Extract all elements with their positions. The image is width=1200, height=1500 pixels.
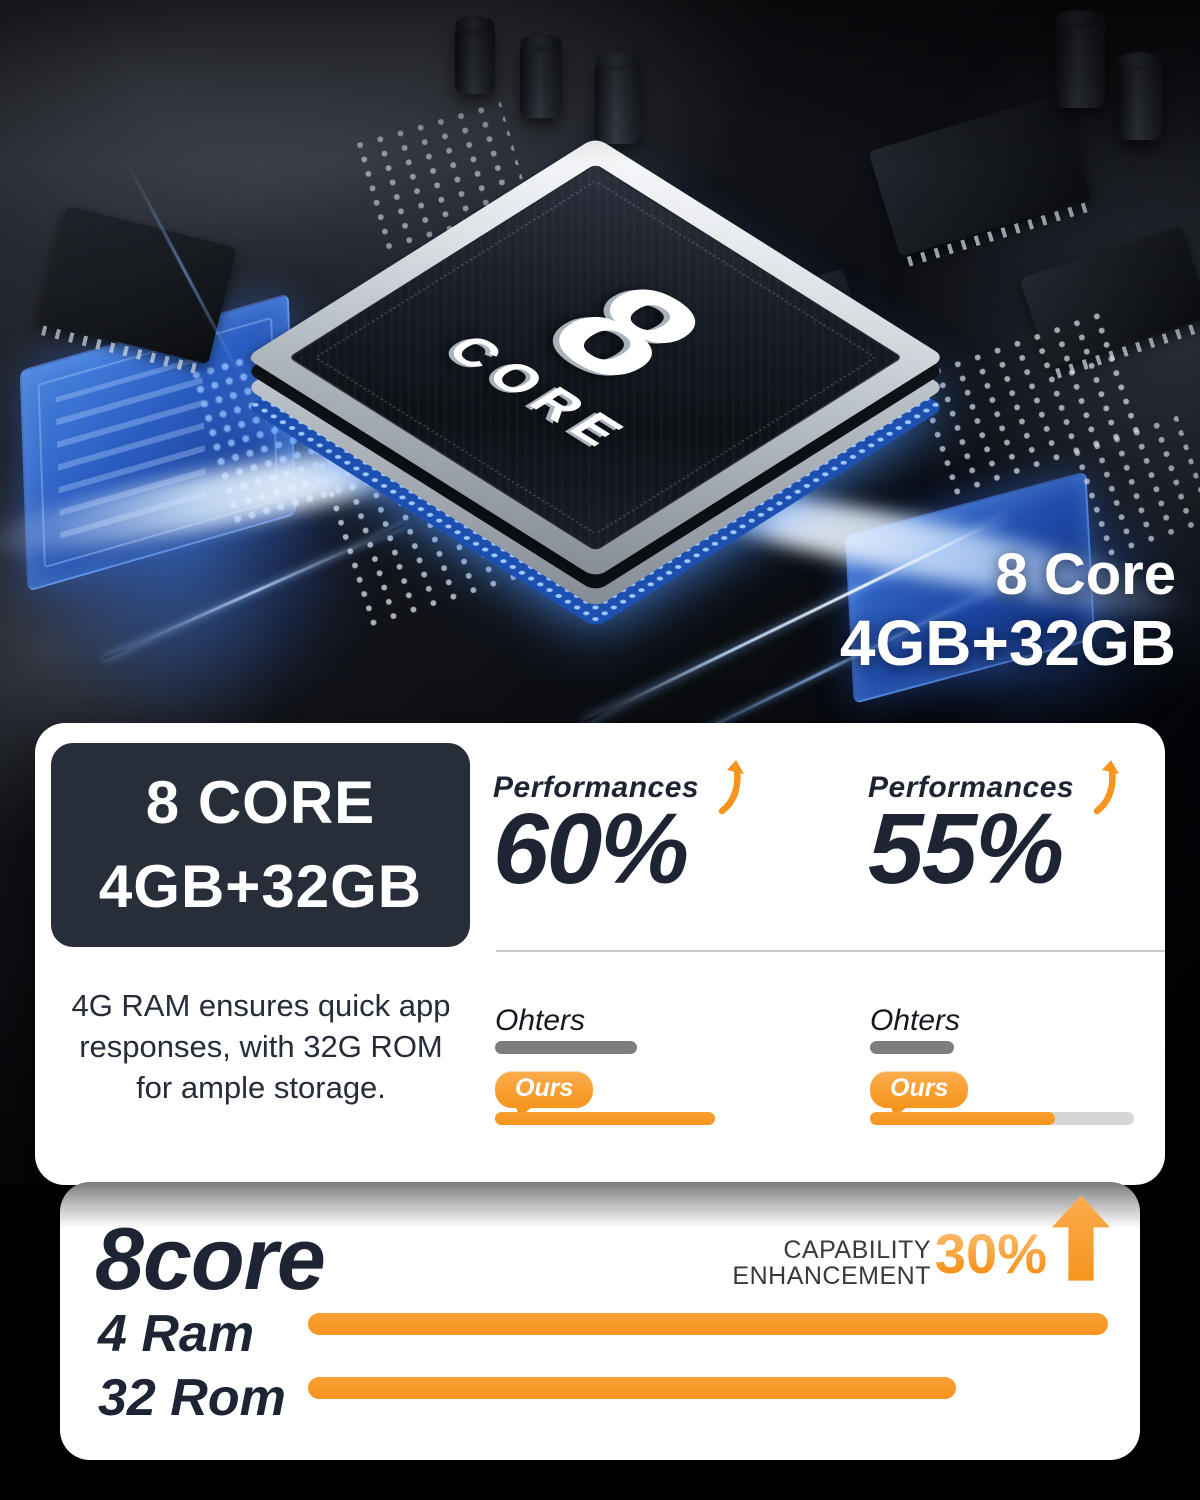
- capability-up-arrow-icon: [1051, 1195, 1111, 1281]
- capacitor-decoration: [520, 34, 562, 118]
- ours-bar-track: [870, 1112, 1134, 1125]
- performance-value: 60%: [493, 793, 689, 905]
- up-swoosh-arrow-icon: [718, 760, 745, 815]
- ours-badge: Ours: [870, 1071, 969, 1108]
- hero-caption-line2: 4GB+32GB: [839, 606, 1176, 679]
- spec-card: 8 CORE 4GB+32GB 4G RAM ensures quick app…: [35, 723, 1165, 1185]
- ours-bar-track: [495, 1112, 715, 1125]
- hero-caption: 8 Core 4GB+32GB: [839, 542, 1176, 679]
- performances-label: Performances: [868, 771, 1075, 804]
- capability-value: 30%: [934, 1222, 1047, 1285]
- capacitor-decoration: [455, 16, 495, 94]
- spec-description: 4G RAM ensures quick app responses, with…: [71, 988, 451, 1106]
- performance-column-1: Performances 60% Ohters Ours: [493, 723, 843, 1185]
- others-bar: [870, 1041, 954, 1054]
- ours-badge: Ours: [495, 1071, 594, 1108]
- hero-caption-line1: 8 Core: [995, 542, 1176, 607]
- divider: [496, 950, 1165, 952]
- performance-header: Performances: [493, 759, 745, 815]
- performance-value: 55%: [868, 793, 1064, 905]
- capacitor-decoration: [1118, 52, 1162, 140]
- rom-bar: [308, 1377, 956, 1399]
- capability-card: 8core 4 Ram 32 Rom CAPABILITY ENHANCEMEN…: [60, 1182, 1140, 1460]
- capacitor-decoration: [1055, 10, 1105, 108]
- others-label: Ohters: [495, 1004, 586, 1037]
- ours-bar: [495, 1112, 715, 1125]
- chip-package-decoration: [38, 205, 237, 365]
- performances-label: Performances: [493, 771, 700, 804]
- others-bar: [495, 1041, 637, 1054]
- up-swoosh-arrow-icon: [1093, 760, 1120, 815]
- rom-row-label: 32 Rom: [98, 1369, 286, 1427]
- ram-bar: [308, 1313, 1108, 1335]
- capacitor-decoration: [595, 52, 641, 144]
- performance-column-2: Performances 55% Ohters Ours: [868, 723, 1148, 1185]
- spec-badge: 8 CORE 4GB+32GB: [51, 743, 470, 947]
- ours-bar: [870, 1112, 1055, 1125]
- ram-row-label: 4 Ram: [98, 1305, 255, 1363]
- chip-package-decoration: [868, 93, 1092, 257]
- others-label: Ohters: [870, 1004, 961, 1037]
- capability-enhancement-label: CAPABILITY ENHANCEMENT: [732, 1236, 931, 1290]
- performance-header: Performances: [868, 759, 1120, 815]
- capability-title: 8core: [95, 1209, 326, 1308]
